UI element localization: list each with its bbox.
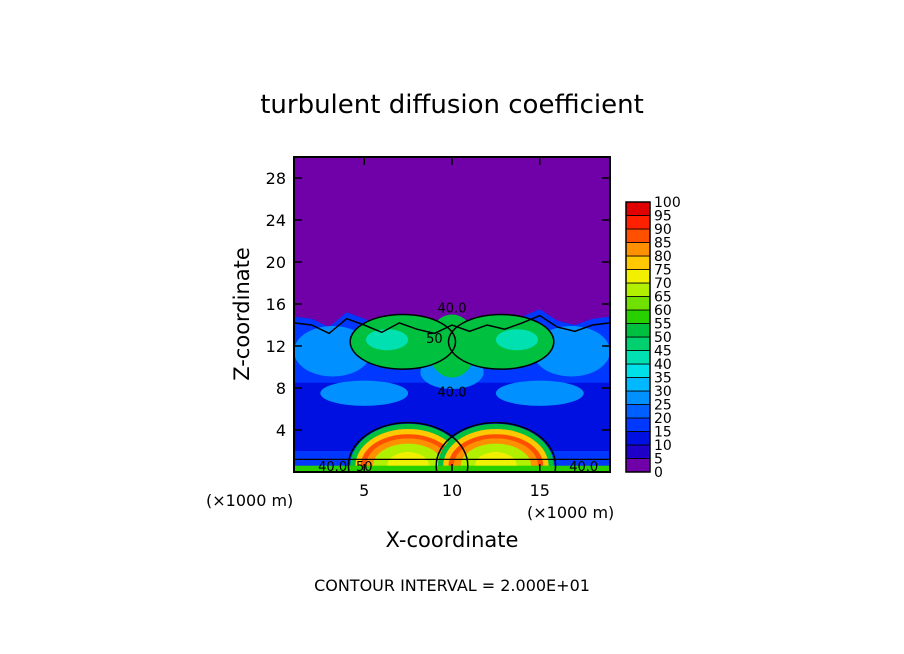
colorbar-tick-label: 80: [654, 249, 672, 265]
x-unit-right: (×1000 m): [527, 503, 614, 522]
contour-line: [347, 421, 469, 472]
colorbar-frame: [625, 201, 651, 473]
colorbar-tick-label: 35: [654, 371, 672, 387]
colorbar-tick-label: 65: [654, 290, 672, 306]
colorbar-swatch: [625, 431, 651, 446]
colorbar-swatch: [625, 282, 651, 297]
colorbar-tick-label: 5: [654, 452, 663, 468]
chart-title: turbulent diffusion coefficient: [260, 90, 644, 120]
y-tick-label: 8: [276, 379, 286, 398]
contour-label: 50: [426, 332, 443, 347]
contour-interval-text: CONTOUR INTERVAL = 2.000E+01: [314, 576, 590, 595]
colorbar-tick-label: 95: [654, 209, 672, 225]
y-tick-label: 12: [266, 337, 286, 356]
x-axis-label: X-coordinate: [386, 528, 519, 552]
colorbar-swatch: [625, 458, 651, 473]
colorbar-swatch: [625, 309, 651, 324]
colorbar-tick-label: 40: [654, 357, 672, 373]
colorbar-tick-label: 30: [654, 384, 672, 400]
colorbar-tick-label: 90: [654, 222, 672, 238]
contour-label: 40.0: [569, 460, 598, 475]
x-tick-label: 5: [359, 481, 369, 500]
x-tick-label: 10: [442, 481, 462, 500]
field-region-cyan: [495, 380, 584, 406]
colorbar-swatch: [625, 417, 651, 432]
colorbar-tick-label: 45: [654, 344, 672, 360]
field-region-teal: [365, 329, 409, 351]
contour-label: 40.0: [318, 460, 347, 475]
colorbar-swatch: [625, 201, 651, 216]
y-axis: 4 8 12 16 20 24 28: [266, 169, 610, 440]
y-tick-label: 20: [266, 253, 286, 272]
field-region-teal: [495, 329, 539, 351]
colorbar-tick-label: 60: [654, 303, 672, 319]
field-region-cyan: [320, 380, 409, 406]
contour-line: [447, 313, 555, 370]
contour-line: [435, 421, 557, 472]
contour-label: 40.0: [438, 385, 467, 400]
contour-line: [349, 313, 457, 370]
x-axis: 5 10 15: [359, 157, 550, 500]
contour-line: [294, 314, 610, 335]
colorbar-tick-label: 75: [654, 263, 672, 279]
colorbar-swatch: [625, 228, 651, 243]
colorbar-swatch: [625, 323, 651, 338]
colorbar-tick-label: 25: [654, 398, 672, 414]
y-tick-label: 28: [266, 169, 286, 188]
colorbar-swatch: [625, 444, 651, 459]
colorbar-tick-label: 0: [654, 465, 663, 481]
colorbar-tick-label: 50: [654, 330, 672, 346]
y-tick-label: 4: [276, 421, 286, 440]
colorbar-tick-label: 20: [654, 411, 672, 427]
colorbar-tick-label: 15: [654, 425, 672, 441]
colorbar-swatch: [625, 255, 651, 270]
colorbar-tick-label: 55: [654, 317, 672, 333]
colorbar-tick-label: 70: [654, 276, 672, 292]
y-axis-label: Z-coordinate: [230, 247, 254, 381]
colorbar-swatch: [625, 363, 651, 378]
colorbar-swatch: [625, 215, 651, 230]
contour-label: 40.0: [438, 301, 467, 316]
colorbar-swatch: [625, 336, 651, 351]
colorbar-swatch: [625, 296, 651, 311]
colorbar: 0510152025303540455055606570758085909510…: [625, 195, 681, 481]
colorbar-swatch: [625, 377, 651, 392]
y-tick-label: 16: [266, 295, 286, 314]
colorbar-swatch: [625, 350, 651, 365]
colorbar-swatch: [625, 269, 651, 284]
colorbar-swatch: [625, 242, 651, 257]
colorbar-tick-label: 100: [654, 195, 681, 211]
colorbar-tick-label: 10: [654, 438, 672, 454]
colorbar-swatch: [625, 390, 651, 405]
x-tick-label: 15: [530, 481, 550, 500]
y-tick-label: 24: [266, 211, 286, 230]
colorbar-tick-label: 85: [654, 236, 672, 252]
colorbar-swatch: [625, 404, 651, 419]
x-unit-left: (×1000 m): [206, 491, 293, 510]
